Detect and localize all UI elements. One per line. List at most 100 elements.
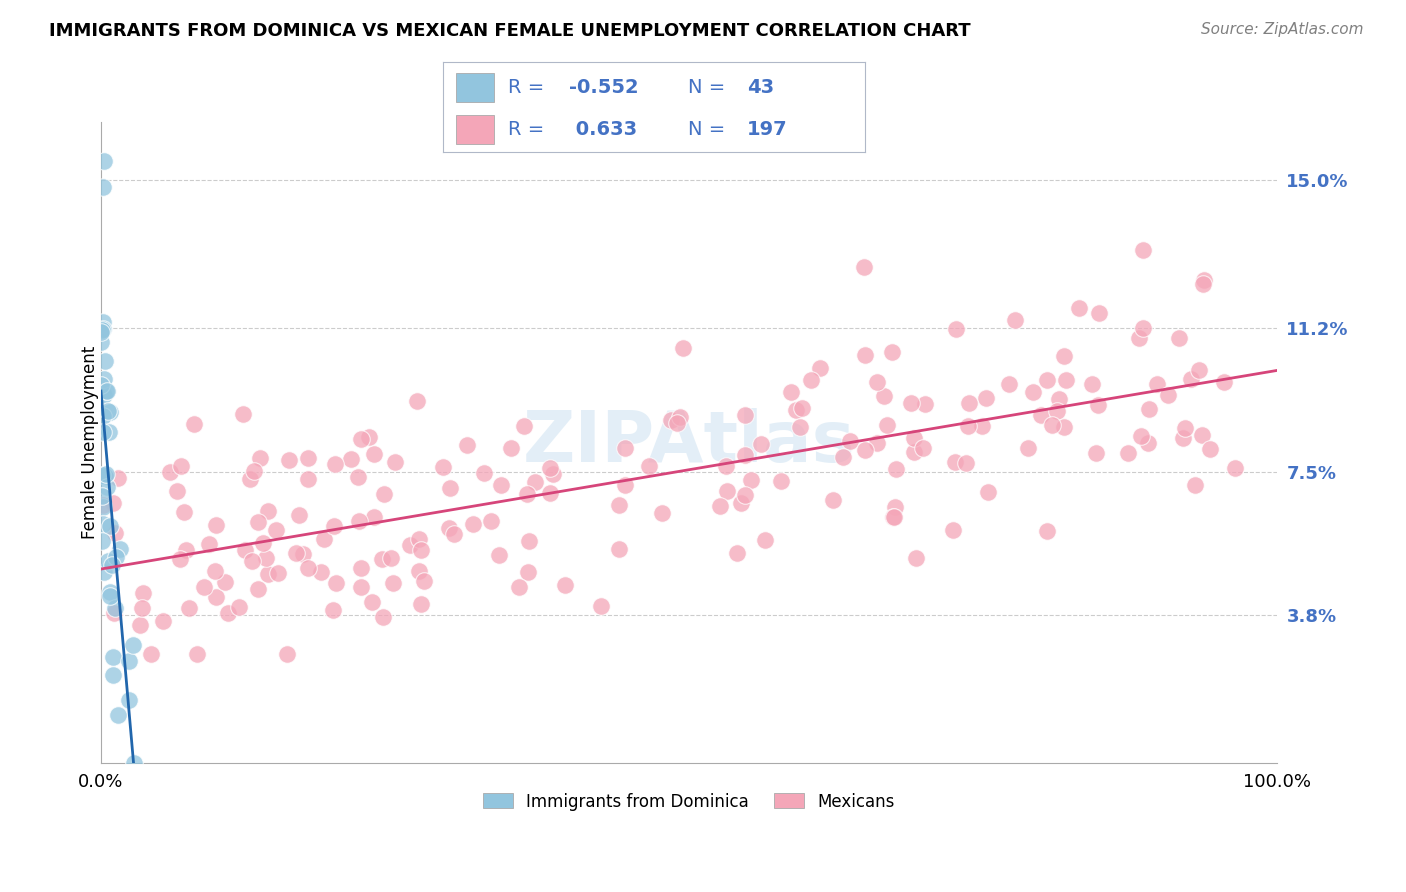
- Point: [96, 384, 118, 398]
- Point: [103, 650, 125, 665]
- Point: [361, 595, 384, 609]
- Point: [1067, 301, 1090, 316]
- Point: [832, 450, 855, 465]
- Point: [370, 552, 392, 566]
- Point: [159, 465, 181, 479]
- Point: [252, 536, 274, 550]
- Point: [204, 564, 226, 578]
- Point: [501, 441, 523, 455]
- Point: [314, 532, 336, 546]
- Point: [1053, 419, 1076, 434]
- Text: ZIPAtlas: ZIPAtlas: [523, 408, 855, 477]
- Point: [128, 618, 150, 632]
- Point: [1085, 445, 1108, 459]
- Point: [716, 484, 738, 499]
- Point: [666, 416, 689, 430]
- Point: [292, 547, 315, 561]
- Point: [734, 488, 756, 502]
- Point: [1146, 377, 1168, 392]
- Point: [409, 543, 432, 558]
- Point: [406, 394, 429, 409]
- Point: [866, 435, 889, 450]
- Point: [249, 450, 271, 465]
- Point: [439, 481, 461, 495]
- Point: [93, 388, 115, 402]
- Point: [1136, 436, 1159, 450]
- Point: [90, 378, 112, 392]
- Point: [276, 648, 298, 662]
- Point: [488, 548, 510, 562]
- Point: [214, 575, 236, 590]
- Point: [247, 582, 270, 596]
- Point: [233, 543, 256, 558]
- Point: [800, 373, 823, 387]
- Point: [1192, 273, 1215, 287]
- Text: Source: ZipAtlas.com: Source: ZipAtlas.com: [1201, 22, 1364, 37]
- Point: [297, 450, 319, 465]
- Point: [98, 585, 121, 599]
- Point: [957, 418, 980, 433]
- Point: [97, 554, 120, 568]
- Point: [412, 574, 434, 588]
- Point: [96, 467, 118, 481]
- Point: [957, 396, 980, 410]
- Point: [1053, 350, 1076, 364]
- Point: [1199, 442, 1222, 456]
- Point: [94, 354, 117, 368]
- Point: [725, 546, 748, 560]
- Text: N =: N =: [688, 78, 731, 97]
- Point: [479, 514, 502, 528]
- Point: [882, 509, 904, 524]
- Point: [97, 403, 120, 417]
- Point: [122, 756, 145, 771]
- Point: [904, 550, 927, 565]
- Point: [91, 498, 114, 512]
- Point: [538, 485, 561, 500]
- Point: [1081, 376, 1104, 391]
- Point: [285, 546, 308, 560]
- Point: [1157, 388, 1180, 402]
- Point: [239, 472, 262, 486]
- Point: [900, 396, 922, 410]
- Point: [808, 360, 831, 375]
- Text: N =: N =: [688, 120, 731, 139]
- Point: [103, 525, 125, 540]
- Point: [472, 466, 495, 480]
- Point: [93, 371, 115, 385]
- Point: [91, 468, 114, 483]
- Point: [179, 601, 201, 615]
- Point: [1046, 404, 1069, 418]
- Point: [322, 603, 344, 617]
- Point: [914, 397, 936, 411]
- Point: [257, 566, 280, 581]
- Point: [880, 344, 903, 359]
- Point: [1191, 427, 1213, 442]
- Point: [903, 431, 925, 445]
- Point: [323, 457, 346, 471]
- Point: [408, 564, 430, 578]
- Point: [373, 487, 395, 501]
- Point: [228, 600, 250, 615]
- Point: [204, 590, 226, 604]
- Point: [1004, 313, 1026, 327]
- Point: [350, 580, 373, 594]
- Point: [340, 451, 363, 466]
- Point: [297, 473, 319, 487]
- Point: [359, 430, 381, 444]
- Point: [780, 384, 803, 399]
- Point: [297, 560, 319, 574]
- Point: [91, 500, 114, 514]
- Point: [90, 386, 112, 401]
- Point: [91, 179, 114, 194]
- Point: [443, 527, 465, 541]
- Point: [183, 417, 205, 431]
- Point: [437, 521, 460, 535]
- Point: [1017, 441, 1039, 455]
- Point: [118, 693, 141, 707]
- Point: [205, 517, 228, 532]
- Point: [408, 533, 430, 547]
- Point: [399, 538, 422, 552]
- Point: [257, 504, 280, 518]
- Point: [607, 498, 630, 512]
- Point: [267, 566, 290, 580]
